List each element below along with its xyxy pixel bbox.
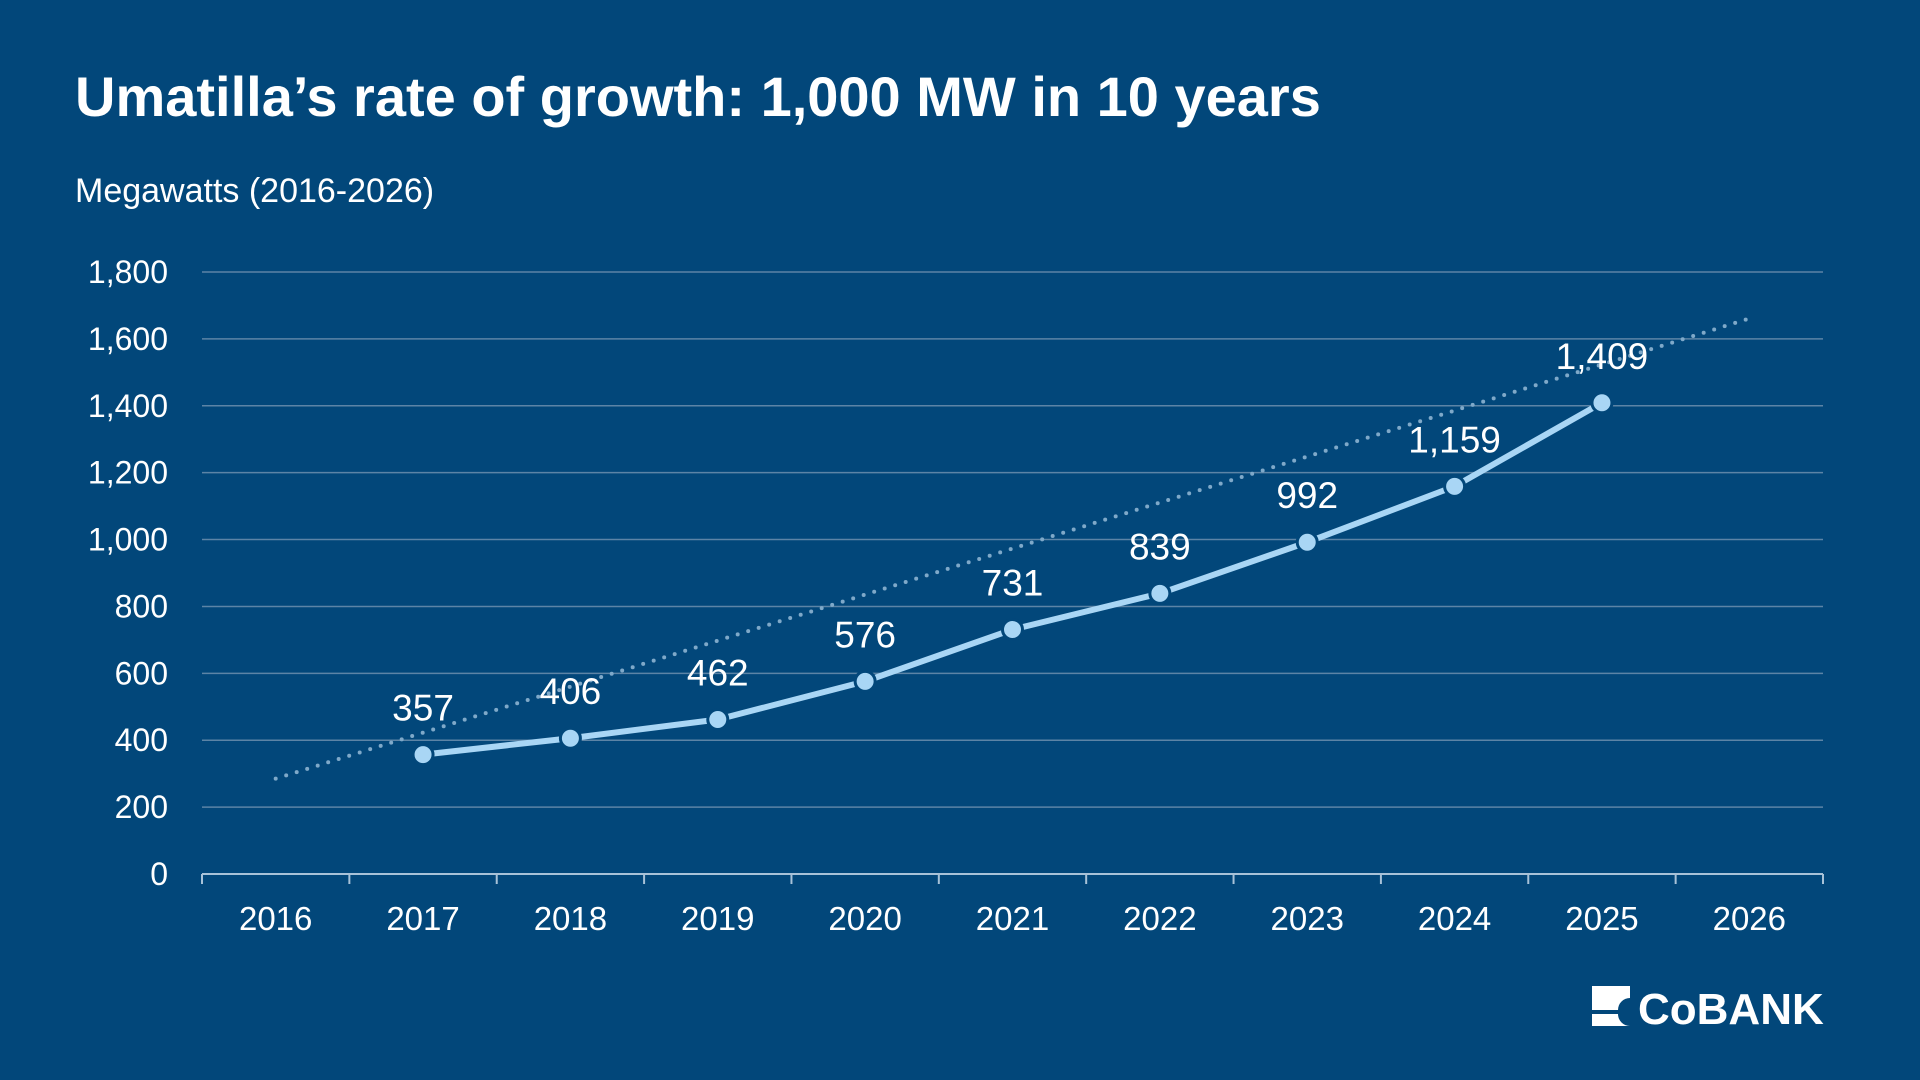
y-tick-label: 0 xyxy=(150,856,168,892)
data-point xyxy=(1148,581,1172,605)
y-tick-label: 1,400 xyxy=(88,388,168,424)
x-tick-label: 2020 xyxy=(828,900,901,937)
y-tick-label: 1,800 xyxy=(88,254,168,290)
x-tick-label: 2024 xyxy=(1418,900,1491,937)
data-point xyxy=(853,669,877,693)
x-tick-label: 2021 xyxy=(976,900,1049,937)
y-tick-label: 800 xyxy=(115,588,168,624)
y-tick-label: 200 xyxy=(115,789,168,825)
data-label: 357 xyxy=(392,688,454,729)
chart-subtitle: Megawatts (2016-2026) xyxy=(75,172,434,210)
data-point xyxy=(558,726,582,750)
y-tick-label: 400 xyxy=(115,722,168,758)
data-point xyxy=(1295,530,1319,554)
data-point xyxy=(706,707,730,731)
data-label: 731 xyxy=(982,563,1044,604)
x-tick-label: 2025 xyxy=(1565,900,1638,937)
data-label: 839 xyxy=(1129,526,1191,567)
y-tick-label: 1,200 xyxy=(88,455,168,491)
y-tick-label: 600 xyxy=(115,655,168,691)
logo-text: CoBANK xyxy=(1638,985,1824,1034)
data-label: 576 xyxy=(834,614,896,655)
x-tick-label: 2022 xyxy=(1123,900,1196,937)
data-point xyxy=(1001,618,1024,642)
chart-title: Umatilla’s rate of growth: 1,000 MW in 1… xyxy=(75,65,1321,128)
x-tick-label: 2017 xyxy=(386,900,459,937)
data-point xyxy=(1590,391,1614,415)
x-tick-label: 2016 xyxy=(239,900,312,937)
x-tick-label: 2026 xyxy=(1713,900,1786,937)
x-tick-label: 2023 xyxy=(1271,900,1344,937)
data-point xyxy=(411,743,435,767)
data-label: 406 xyxy=(540,671,602,712)
y-tick-label: 1,000 xyxy=(88,522,168,558)
data-label: 992 xyxy=(1276,475,1338,516)
x-tick-label: 2019 xyxy=(681,900,754,937)
data-label: 1,409 xyxy=(1556,336,1649,377)
data-label: 1,159 xyxy=(1408,419,1501,460)
logo: CoBANK xyxy=(1592,985,1824,1034)
trend-line xyxy=(273,316,1752,781)
data-label: 462 xyxy=(687,652,749,693)
y-tick-label: 1,600 xyxy=(88,321,168,357)
logo-icon xyxy=(1592,986,1630,1026)
data-point xyxy=(1443,474,1467,498)
x-tick-label: 2018 xyxy=(534,900,607,937)
